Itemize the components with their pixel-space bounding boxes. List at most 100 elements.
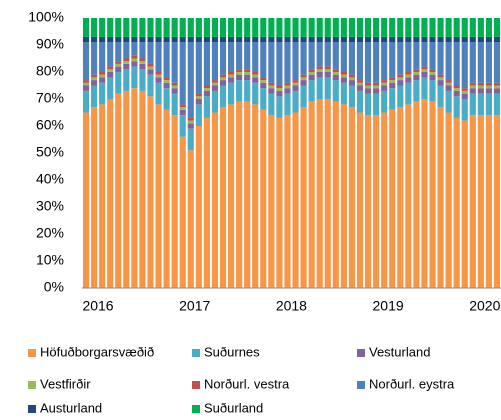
bar-segment: [179, 36, 186, 43]
bar-segment: [429, 72, 436, 75]
bar-segment: [332, 101, 339, 288]
bar-segment: [469, 82, 476, 86]
bar-segment: [373, 85, 380, 89]
bar-segment: [397, 18, 404, 37]
y-tick-label: 30%: [36, 198, 64, 214]
bar-segment: [131, 18, 138, 37]
bar-segment: [219, 42, 227, 75]
bar-segment: [469, 88, 476, 94]
legend-label: Suðurnes: [204, 344, 260, 359]
bar-segment: [373, 36, 380, 43]
bar-segment: [187, 42, 194, 118]
bar-segment: [155, 77, 162, 83]
bar-segment: [493, 88, 501, 94]
bar-segment: [453, 117, 460, 289]
bar-segment: [308, 80, 315, 102]
bar-segment: [260, 82, 267, 89]
bar-segment: [453, 88, 460, 91]
bar-segment: [211, 42, 219, 81]
legend-swatch: [357, 349, 365, 357]
bar-segment: [276, 36, 283, 43]
bar-segment: [163, 109, 170, 288]
bar-segment: [461, 36, 468, 43]
bar-segment: [413, 18, 420, 37]
bar-segment: [219, 18, 227, 37]
bar-segment: [244, 101, 251, 288]
bar-segment: [445, 90, 452, 113]
bar-segment: [413, 69, 420, 72]
bar-segment: [429, 69, 436, 72]
y-tick-label: 0%: [44, 279, 64, 295]
bar-segment: [437, 36, 444, 43]
bar-segment: [252, 36, 259, 43]
bar-segment: [123, 36, 130, 43]
bar-segment: [171, 18, 178, 37]
bar-segment: [284, 42, 291, 83]
bar-segment: [308, 101, 315, 288]
bar-segment: [236, 42, 243, 70]
bar-segment: [203, 96, 210, 118]
bar-segment: [477, 18, 484, 37]
bar-segment: [155, 104, 162, 289]
bar-segment: [276, 18, 283, 37]
bar-segment: [324, 77, 331, 99]
bar-segment: [211, 18, 219, 37]
bar-segment: [405, 82, 412, 105]
bar-segment: [195, 93, 202, 97]
bar-segment: [284, 36, 291, 43]
legend-swatch: [357, 381, 365, 389]
bar-segment: [332, 69, 339, 72]
bar-segment: [356, 112, 364, 288]
bar-segment: [340, 82, 347, 105]
bar-segment: [82, 18, 90, 37]
bar-segment: [324, 42, 331, 67]
bar-segment: [340, 77, 347, 83]
bar-segment: [477, 93, 484, 116]
bar-segment: [203, 18, 210, 37]
bar-segment: [340, 74, 347, 78]
bar-segment: [115, 93, 122, 288]
bar-segment: [139, 61, 146, 64]
bar-segment: [99, 104, 106, 289]
bar-segment: [364, 36, 372, 43]
bar-segment: [211, 90, 219, 113]
bar-segment: [381, 18, 388, 37]
bar-segment: [139, 69, 146, 91]
bar-segment: [203, 88, 210, 91]
bar-segment: [397, 36, 404, 43]
bar-segment: [332, 42, 339, 70]
bar-segment: [91, 42, 98, 75]
bar-segment: [389, 36, 396, 43]
bar-segment: [292, 36, 299, 43]
bar-segment: [356, 85, 364, 91]
bar-segment: [155, 72, 162, 75]
bar-segment: [131, 55, 138, 59]
bar-segment: [405, 104, 412, 289]
bar-segment: [236, 101, 243, 288]
bar-segment: [252, 18, 259, 37]
bar-segment: [413, 80, 420, 102]
bar-segment: [453, 85, 460, 89]
bar-segment: [413, 101, 420, 288]
bar-segment: [171, 85, 178, 89]
bar-segment: [381, 80, 388, 83]
bar-segment: [268, 18, 275, 37]
bar-segment: [163, 82, 170, 89]
bar-segment: [211, 80, 219, 83]
bar-segment: [292, 82, 299, 86]
bar-segment: [332, 80, 339, 102]
bar-segment: [115, 63, 122, 67]
bar-segment: [437, 74, 444, 78]
bar-segment: [187, 18, 194, 37]
bar-segment: [461, 90, 468, 94]
bar-segment: [276, 88, 283, 91]
bar-segment: [373, 93, 380, 116]
bar-segment: [147, 69, 154, 75]
bar-segment: [485, 82, 492, 86]
bar-segment: [139, 36, 146, 43]
bar-segment: [348, 18, 355, 37]
bar-segment: [493, 42, 501, 83]
bar-segment: [203, 42, 210, 86]
bar-segment: [469, 42, 476, 83]
bar-segment: [260, 77, 267, 81]
